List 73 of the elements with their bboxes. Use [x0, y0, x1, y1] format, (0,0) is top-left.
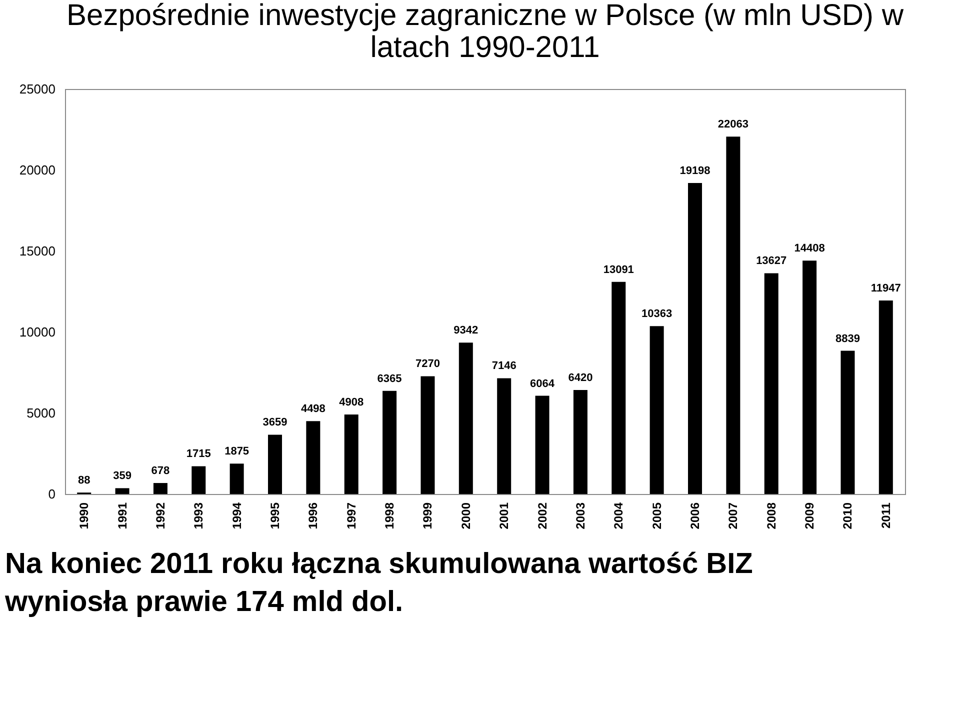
- data-label: 8839: [835, 332, 860, 345]
- data-label: 6420: [568, 372, 593, 384]
- x-tick-label: 2007: [726, 502, 740, 530]
- bar: [458, 342, 473, 494]
- bar: [726, 136, 740, 494]
- bar: [650, 326, 664, 494]
- x-tick-label: 1995: [268, 502, 282, 530]
- data-label: 7146: [492, 360, 516, 372]
- data-label: 4908: [339, 396, 364, 408]
- x-tick-label: 1993: [192, 502, 206, 530]
- data-label: 11947: [870, 282, 901, 294]
- bar: [878, 300, 893, 494]
- y-tick-label: 20000: [19, 162, 56, 178]
- bar: [802, 260, 817, 494]
- x-tick-label: 2000: [458, 502, 473, 530]
- x-tick-label: 1997: [344, 502, 358, 530]
- x-tick-label: 1996: [306, 502, 320, 530]
- x-tick-label: 1999: [420, 502, 435, 530]
- bar: [688, 182, 702, 494]
- x-tick-label: 1992: [153, 502, 168, 530]
- x-tick-label: 2011: [878, 502, 893, 529]
- data-label: 13091: [603, 264, 634, 276]
- y-tick-label: 10000: [19, 324, 56, 340]
- x-tick-label: 1990: [77, 502, 92, 530]
- bar: [192, 466, 206, 494]
- data-label: 359: [113, 470, 132, 482]
- chart-title: Bezpośrednie inwestycje zagraniczne w Polsce (w mln USD) w latach 1990-2011: [66, 0, 904, 64]
- bar: [230, 464, 244, 494]
- x-tick-label: 1991: [115, 502, 130, 530]
- bar: [420, 376, 435, 494]
- x-tick-label: 2002: [535, 502, 550, 530]
- data-label: 88: [78, 474, 90, 487]
- bar: [497, 378, 512, 494]
- data-label: 1875: [224, 446, 250, 458]
- x-tick-label: 1998: [382, 502, 397, 530]
- y-tick-label: 0: [48, 486, 56, 502]
- bar: [840, 350, 855, 494]
- data-label: 6064: [530, 378, 556, 390]
- x-tick-label: 2001: [497, 502, 512, 530]
- bar: [612, 282, 626, 494]
- y-tick-label: 5000: [26, 406, 56, 420]
- data-label: 4498: [300, 403, 326, 416]
- text: Na koniec 2011 roku łączna skumulowana wartość BIZ wyniosła prawie 174 mld dol.: [4, 548, 753, 618]
- data-label: 678: [151, 465, 170, 478]
- data-label: 10363: [642, 308, 672, 320]
- data-label: 19198: [680, 164, 710, 177]
- y-tick-label: 15000: [19, 244, 56, 258]
- bar: [153, 483, 168, 494]
- bar: [764, 273, 778, 494]
- x-tick-label: 2008: [764, 502, 778, 530]
- data-label: 1715: [186, 448, 211, 460]
- data-label: 14408: [794, 242, 825, 255]
- data-label: 9342: [454, 324, 478, 337]
- data-label: 3659: [262, 416, 288, 429]
- bar: [306, 421, 320, 494]
- data-label: 13627: [756, 255, 787, 268]
- x-tick-label: 2009: [802, 502, 817, 530]
- bar: [344, 414, 358, 494]
- y-tick-label: 25000: [19, 82, 56, 96]
- x-tick-label: 2005: [650, 502, 664, 530]
- x-tick-label: 1994: [230, 502, 244, 530]
- x-tick-label: 2006: [688, 502, 702, 530]
- data-label: 7270: [415, 358, 440, 370]
- x-tick-label: 2010: [840, 502, 855, 530]
- bar: [268, 434, 282, 494]
- data-label: 6365: [377, 372, 402, 385]
- x-tick-label: 2004: [612, 502, 626, 530]
- bar: [115, 488, 130, 494]
- bar: [573, 390, 588, 494]
- x-tick-label: 2003: [573, 502, 588, 530]
- bar: [382, 390, 397, 494]
- data-label: 22063: [718, 118, 748, 131]
- bar: [535, 396, 550, 494]
